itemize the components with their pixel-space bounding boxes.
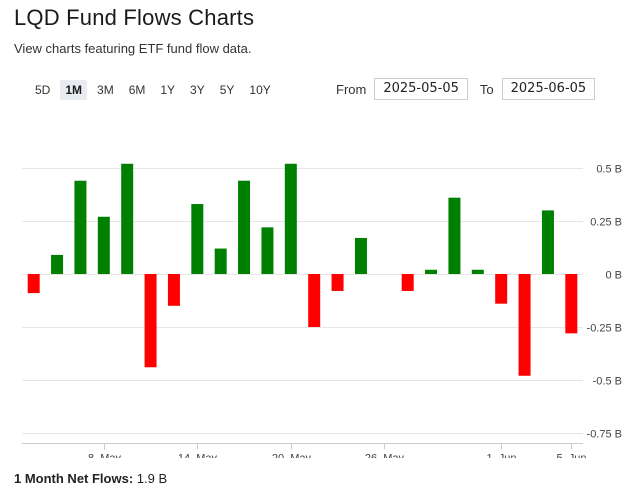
x-tick-label: 5. Jun: [557, 453, 587, 459]
bar: [27, 274, 40, 294]
range-button-10y[interactable]: 10Y: [249, 83, 271, 97]
bar: [401, 274, 414, 291]
y-tick-label: 0 B: [605, 270, 622, 282]
to-label: To: [479, 81, 494, 97]
y-tick-label: 0.25 B: [590, 217, 622, 229]
time-range-selector: 5D 1M 3M 6M 1Y 3Y 5Y 10Y: [30, 80, 281, 100]
x-tick-label: 26. May: [365, 453, 405, 459]
fund-flows-chart: 0.5 B 0.25 B 0 B -0.25 B -0.5 B -0.75 B 8. May…: [22, 163, 622, 459]
bar: [425, 269, 438, 274]
net-flows-summary: 1 Month Net Flows: 1.9 B: [14, 471, 167, 486]
net-flows-label: 1 Month Net Flows:: [14, 471, 134, 486]
bar: [518, 274, 531, 376]
net-flows-value: 1.9 B: [136, 471, 168, 486]
bar: [51, 254, 64, 274]
y-tick-label: -0.5 B: [593, 376, 622, 388]
y-tick-label: -0.25 B: [587, 323, 622, 335]
bar: [214, 248, 227, 274]
bar: [308, 274, 321, 327]
page-title: LQD Fund Flows Charts: [14, 5, 255, 30]
range-button-5d[interactable]: 5D: [35, 83, 51, 97]
bar: [331, 274, 344, 291]
bar: [97, 216, 110, 274]
bar: [541, 210, 554, 274]
range-button-3m[interactable]: 3M: [97, 83, 114, 97]
bar: [448, 197, 461, 274]
bar: [191, 204, 204, 274]
y-tick-label: 0.5 B: [596, 164, 622, 176]
bar: [238, 180, 251, 274]
range-button-3y[interactable]: 3Y: [190, 83, 205, 97]
from-date-input[interactable]: 2025-05-05: [374, 78, 468, 100]
x-tick-label: 20. May: [272, 453, 312, 459]
bar: [565, 274, 578, 334]
x-tick-label: 8. May: [88, 453, 122, 459]
bar: [144, 274, 157, 368]
bar: [261, 227, 274, 274]
range-button-6m[interactable]: 6M: [128, 83, 146, 97]
bar: [74, 180, 87, 274]
bar: [471, 269, 484, 274]
bar: [121, 163, 134, 274]
range-button-1m[interactable]: 1M: [60, 80, 88, 100]
bar: [495, 274, 508, 304]
page-subtitle: View charts featuring ETF fund flow data…: [14, 41, 252, 56]
bar: [284, 163, 297, 274]
to-date-input[interactable]: 2025-06-05: [501, 78, 596, 100]
x-tick-label: 14. May: [178, 453, 218, 459]
range-button-5y[interactable]: 5Y: [219, 83, 235, 97]
bar: [167, 274, 180, 306]
bar: [354, 237, 367, 274]
y-tick-label: -0.75 B: [587, 429, 622, 441]
date-range: From 2025-05-05 To 2025-06-05: [336, 78, 607, 100]
range-button-1y[interactable]: 1Y: [160, 83, 176, 97]
from-label: From: [336, 81, 367, 97]
x-tick-label: 1. Jun: [487, 453, 517, 459]
